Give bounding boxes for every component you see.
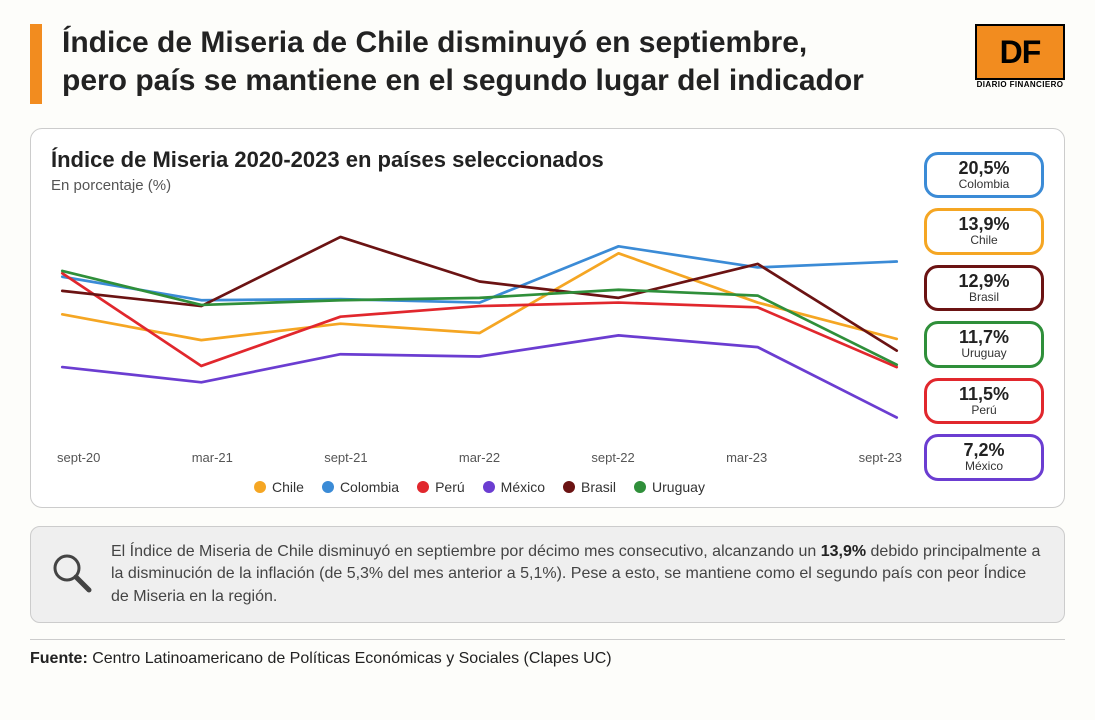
x-tick-label: sept-22 (591, 450, 634, 465)
legend-item-perú: Perú (417, 479, 465, 495)
legend-dot-icon (417, 481, 429, 493)
callout-pre: El Índice de Miseria de Chile disminuyó … (111, 543, 821, 560)
legend-label: Colombia (340, 479, 399, 495)
legend-label: Perú (435, 479, 465, 495)
pill-value: 11,7% (931, 328, 1037, 347)
value-pill-méxico: 7,2%México (924, 434, 1044, 480)
x-tick-label: mar-21 (192, 450, 233, 465)
legend-item-brasil: Brasil (563, 479, 616, 495)
x-tick-label: mar-22 (459, 450, 500, 465)
callout-bold: 13,9% (821, 543, 866, 560)
pill-label: Brasil (931, 291, 1037, 304)
legend-label: México (501, 479, 545, 495)
chart-subtitle: En porcentaje (%) (51, 177, 908, 194)
pill-label: México (931, 460, 1037, 473)
source-text: Centro Latinoamericano de Políticas Econ… (88, 650, 612, 667)
accent-bar (30, 24, 42, 104)
pill-label: Chile (931, 234, 1037, 247)
x-tick-label: mar-23 (726, 450, 767, 465)
chart-legend: Chile Colombia Perú México Brasil Uruguay (51, 479, 908, 495)
logo-text: DF (975, 24, 1065, 80)
line-chart-svg (51, 202, 908, 450)
legend-label: Chile (272, 479, 304, 495)
logo-subtitle: DIARIO FINANCIERO (975, 80, 1065, 89)
value-pill-colombia: 20,5%Colombia (924, 152, 1044, 198)
headline-line-1: Índice de Miseria de Chile disminuyó en … (62, 26, 807, 59)
x-tick-label: sept-23 (859, 450, 902, 465)
x-tick-label: sept-20 (57, 450, 100, 465)
legend-label: Brasil (581, 479, 616, 495)
header: Índice de Miseria de Chile disminuyó en … (30, 24, 1065, 104)
series-line-colombia (62, 246, 896, 302)
series-line-méxico (62, 335, 896, 417)
legend-item-uruguay: Uruguay (634, 479, 705, 495)
callout-text: El Índice de Miseria de Chile disminuyó … (111, 541, 1046, 608)
series-line-uruguay (62, 271, 896, 365)
page-title: Índice de Miseria de Chile disminuyó en … (62, 24, 955, 99)
magnify-icon (49, 550, 93, 599)
x-axis-labels: sept-20 mar-21 sept-21 mar-22 sept-22 mar-23 s… (51, 450, 908, 465)
summary-callout: El Índice de Miseria de Chile disminuyó … (30, 526, 1065, 623)
pill-value: 11,5% (931, 385, 1037, 404)
pill-label: Uruguay (931, 347, 1037, 360)
pill-value: 20,5% (931, 159, 1037, 178)
legend-dot-icon (634, 481, 646, 493)
x-tick-label: sept-21 (324, 450, 367, 465)
source-label: Fuente: (30, 650, 88, 667)
chart-title: Índice de Miseria 2020-2023 en países se… (51, 147, 908, 173)
source-line: Fuente: Centro Latinoamericano de Políti… (30, 639, 1065, 668)
legend-label: Uruguay (652, 479, 705, 495)
legend-item-chile: Chile (254, 479, 304, 495)
chart-card: Índice de Miseria 2020-2023 en países se… (30, 128, 1065, 508)
legend-dot-icon (254, 481, 266, 493)
publisher-logo: DF DIARIO FINANCIERO (975, 24, 1065, 89)
headline-line-2: pero país se mantiene en el segundo luga… (62, 64, 864, 97)
legend-dot-icon (322, 481, 334, 493)
legend-dot-icon (483, 481, 495, 493)
pill-value: 13,9% (931, 215, 1037, 234)
plot-area (51, 202, 908, 450)
pill-label: Perú (931, 404, 1037, 417)
value-pill-uruguay: 11,7%Uruguay (924, 321, 1044, 367)
value-pill-perú: 11,5%Perú (924, 378, 1044, 424)
legend-dot-icon (563, 481, 575, 493)
pill-value: 12,9% (931, 272, 1037, 291)
value-pill-brasil: 12,9%Brasil (924, 265, 1044, 311)
pill-label: Colombia (931, 178, 1037, 191)
legend-item-méxico: México (483, 479, 545, 495)
chart-column: Índice de Miseria 2020-2023 en países se… (51, 147, 908, 493)
legend-item-colombia: Colombia (322, 479, 399, 495)
value-pill-chile: 13,9%Chile (924, 208, 1044, 254)
value-pills-column: 20,5%Colombia 13,9%Chile 12,9%Brasil 11,7%U… (924, 147, 1044, 493)
pill-value: 7,2% (931, 441, 1037, 460)
